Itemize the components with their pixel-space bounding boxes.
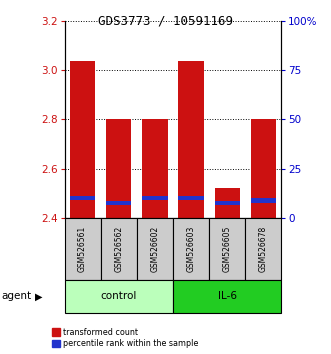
Bar xyxy=(142,119,167,218)
Text: GDS3773 / 10591169: GDS3773 / 10591169 xyxy=(98,15,233,28)
Bar xyxy=(214,188,240,218)
Text: GSM526605: GSM526605 xyxy=(223,225,232,272)
Bar xyxy=(101,218,137,280)
Bar xyxy=(178,61,204,218)
Legend: transformed count, percentile rank within the sample: transformed count, percentile rank withi… xyxy=(52,328,199,348)
Bar xyxy=(173,218,209,280)
Bar xyxy=(173,280,281,313)
Bar xyxy=(70,196,95,200)
Bar xyxy=(106,201,131,205)
Bar xyxy=(251,119,276,218)
Bar xyxy=(214,201,240,205)
Text: GSM526602: GSM526602 xyxy=(150,225,160,272)
Text: GSM526562: GSM526562 xyxy=(114,225,123,272)
Bar xyxy=(142,196,167,200)
Text: ▶: ▶ xyxy=(35,291,42,302)
Bar xyxy=(137,218,173,280)
Bar xyxy=(178,196,204,200)
Text: GSM526561: GSM526561 xyxy=(78,225,87,272)
Text: IL-6: IL-6 xyxy=(218,291,237,302)
Text: GSM526603: GSM526603 xyxy=(186,225,196,272)
Bar xyxy=(245,218,281,280)
Bar xyxy=(65,218,101,280)
Bar xyxy=(106,119,131,218)
Text: GSM526678: GSM526678 xyxy=(259,225,268,272)
Text: control: control xyxy=(101,291,137,302)
Bar xyxy=(209,218,245,280)
Bar xyxy=(65,280,173,313)
Bar xyxy=(251,198,276,203)
Bar xyxy=(70,61,95,218)
Text: agent: agent xyxy=(2,291,32,302)
